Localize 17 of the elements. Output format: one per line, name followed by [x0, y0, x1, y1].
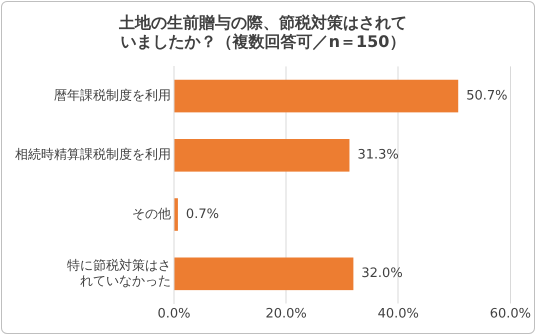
data-label: 50.7%: [466, 88, 508, 104]
x-tick-label: 20.0%: [265, 306, 307, 322]
data-label: 31.3%: [357, 148, 399, 163]
y-tick-label: 特に節税対策はされていなかった: [67, 257, 171, 289]
bar: [174, 138, 350, 172]
data-label: 32.0%: [361, 266, 403, 282]
bar: [174, 257, 354, 290]
data-label: 0.7%: [186, 206, 219, 222]
x-tick-label: 40.0%: [378, 306, 419, 322]
y-tick-label: その他: [132, 206, 171, 222]
y-tick-label: 暦年課税制度を利用: [54, 87, 171, 104]
x-tick-label: 60.0%: [490, 306, 532, 322]
bar: [174, 80, 458, 112]
chart-title: 土地の生前贈与の際、節税対策はされていましたか？（複数回答可／n＝150）: [118, 12, 407, 51]
bar: [174, 198, 178, 231]
x-tick-label: 0.0%: [157, 306, 191, 322]
y-tick-label: 相続時精算課税制度を利用: [15, 146, 171, 163]
